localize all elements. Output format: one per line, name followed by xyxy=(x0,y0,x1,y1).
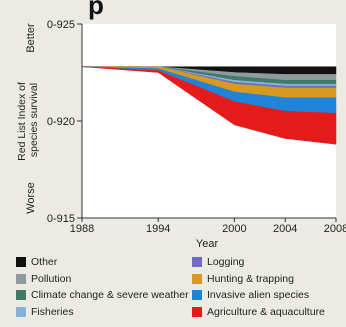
y-axis-label-line1: Red List Index of xyxy=(16,82,28,161)
x-axis-label: Year xyxy=(196,238,219,250)
legend-swatch xyxy=(16,290,26,300)
legend-item: Climate change & severe weather xyxy=(16,289,189,301)
y-axis-label-line2: species survival xyxy=(28,83,40,157)
legend-label: Hunting & trapping xyxy=(207,272,294,285)
legend-label: Invasive alien species xyxy=(207,289,310,301)
legend-item: Hunting & trapping xyxy=(192,273,294,285)
legend-item: Other xyxy=(16,256,57,268)
legend-label: Pollution xyxy=(31,272,72,285)
legend-swatch xyxy=(16,257,26,267)
x-tick-label: 2000 xyxy=(222,223,246,235)
legend-swatch xyxy=(192,290,202,300)
legend-item: Pollution xyxy=(16,273,71,285)
y-bottom-label: Worse xyxy=(25,182,37,214)
header-fragment: p xyxy=(88,0,104,20)
legend-label: Logging xyxy=(207,256,245,268)
legend: Other Pollution Climate change & severe we… xyxy=(16,256,342,322)
legend-item: Agriculture & aquaculture xyxy=(192,306,325,318)
x-tick-label: 1988 xyxy=(70,223,94,235)
legend-item: Fisheries xyxy=(16,306,74,318)
legend-swatch xyxy=(192,257,202,267)
area-agriculture-aquaculture xyxy=(81,66,337,145)
x-tick-label: 2004 xyxy=(273,223,297,235)
y-tick-label: 0-915 xyxy=(47,213,75,225)
y-axis-label: Red List Index of species survival xyxy=(16,79,40,161)
x-tick-label: 2008 xyxy=(324,223,346,235)
legend-swatch xyxy=(192,273,202,284)
legend-swatch xyxy=(192,306,202,317)
legend-swatch xyxy=(16,306,26,317)
legend-label: Agriculture & aquaculture xyxy=(207,305,325,318)
legend-item: Logging xyxy=(192,256,244,268)
legend-item: Invasive alien species xyxy=(192,289,309,301)
x-tick-label: 1994 xyxy=(146,223,170,235)
legend-label: Other xyxy=(31,256,58,268)
y-tick-label: 0-925 xyxy=(47,19,75,31)
y-top-label: Better xyxy=(25,23,37,53)
y-tick-label: 0-920 xyxy=(47,116,75,128)
legend-label: Climate change & severe weather xyxy=(31,289,189,301)
legend-swatch xyxy=(16,273,26,284)
legend-label: Fisheries xyxy=(31,305,74,318)
